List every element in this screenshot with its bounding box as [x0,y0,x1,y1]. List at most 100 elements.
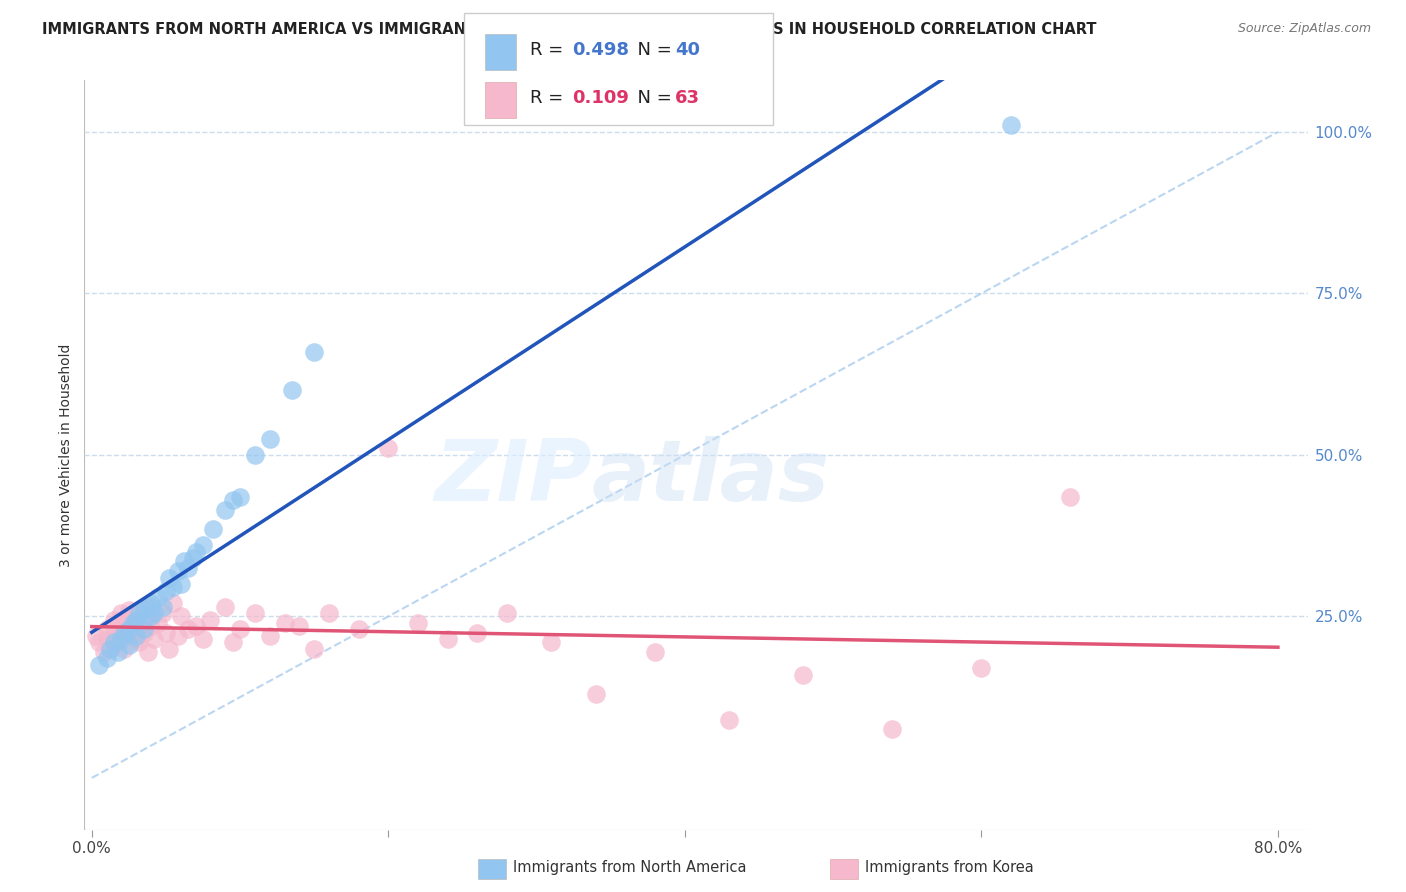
Point [1059,490,1081,504]
Text: IMMIGRANTS FROM NORTH AMERICA VS IMMIGRANTS FROM KOREA 3 OR MORE VEHICLES IN HOU: IMMIGRANTS FROM NORTH AMERICA VS IMMIGRA… [42,22,1097,37]
Point [139,619,162,633]
Point [166,629,188,643]
Text: ZIP: ZIP [434,436,592,519]
Text: N =: N = [626,41,678,59]
Point [347,623,370,637]
Point [132,623,155,637]
Point [103,625,125,640]
Point [84,629,107,643]
Point [148,615,170,630]
Point [125,632,148,646]
Point [200,613,222,627]
Point [318,606,340,620]
Text: atlas: atlas [592,436,830,519]
Point [125,613,148,627]
Point [170,577,193,591]
Point [122,609,145,624]
Point [132,603,155,617]
Point [155,583,177,598]
Point [221,635,243,649]
Text: 0.498: 0.498 [572,41,630,59]
Point [125,629,148,643]
Point [157,641,180,656]
Text: Immigrants from North America: Immigrants from North America [513,861,747,875]
Point [136,609,159,624]
Point [112,615,135,630]
Point [118,623,141,637]
Point [139,609,162,624]
Text: 63: 63 [675,89,700,107]
Point [184,545,207,559]
Point [143,606,166,620]
Point [644,645,666,659]
Point [229,623,252,637]
Point [96,632,118,646]
Point [718,713,741,727]
Point [98,641,121,656]
Point [93,645,115,659]
Point [118,623,141,637]
Point [166,564,188,578]
Point [202,522,225,536]
Point [103,635,125,649]
Point [1000,119,1022,133]
Point [229,490,252,504]
Point [98,641,121,656]
Point [170,609,193,624]
Point [465,625,488,640]
Point [125,613,148,627]
Point [540,635,562,649]
Point [214,599,236,614]
Y-axis label: 3 or more Vehicles in Household: 3 or more Vehicles in Household [59,343,73,566]
Point [496,606,519,620]
Point [122,615,145,630]
Point [970,661,993,675]
Point [184,619,207,633]
Point [157,571,180,585]
Point [89,635,111,649]
Point [132,625,155,640]
Text: 0.109: 0.109 [572,89,628,107]
Point [191,632,214,646]
Point [302,641,325,656]
Point [139,599,162,614]
Point [110,629,132,643]
Point [89,657,111,672]
Text: N =: N = [626,89,678,107]
Point [792,667,814,681]
Text: R =: R = [530,89,569,107]
Point [281,384,304,398]
Point [128,635,150,649]
Point [273,615,295,630]
Point [96,651,118,665]
Point [162,597,184,611]
Point [118,603,141,617]
Point [243,448,266,462]
Point [243,606,266,620]
Text: 40: 40 [675,41,700,59]
Point [107,645,129,659]
Point [259,432,281,446]
Text: R =: R = [530,41,569,59]
Point [214,503,236,517]
Point [377,442,399,456]
Point [112,625,135,640]
Point [152,606,174,620]
Point [118,639,141,653]
Point [259,629,281,643]
Point [128,606,150,620]
Point [173,554,195,568]
Point [288,619,311,633]
Point [96,623,118,637]
Point [181,551,204,566]
Point [143,632,166,646]
Text: Source: ZipAtlas.com: Source: ZipAtlas.com [1237,22,1371,36]
Point [103,613,125,627]
Point [221,493,243,508]
Point [152,599,174,614]
Point [110,606,132,620]
Point [436,632,458,646]
Point [139,597,162,611]
Point [177,623,200,637]
Point [110,632,132,646]
